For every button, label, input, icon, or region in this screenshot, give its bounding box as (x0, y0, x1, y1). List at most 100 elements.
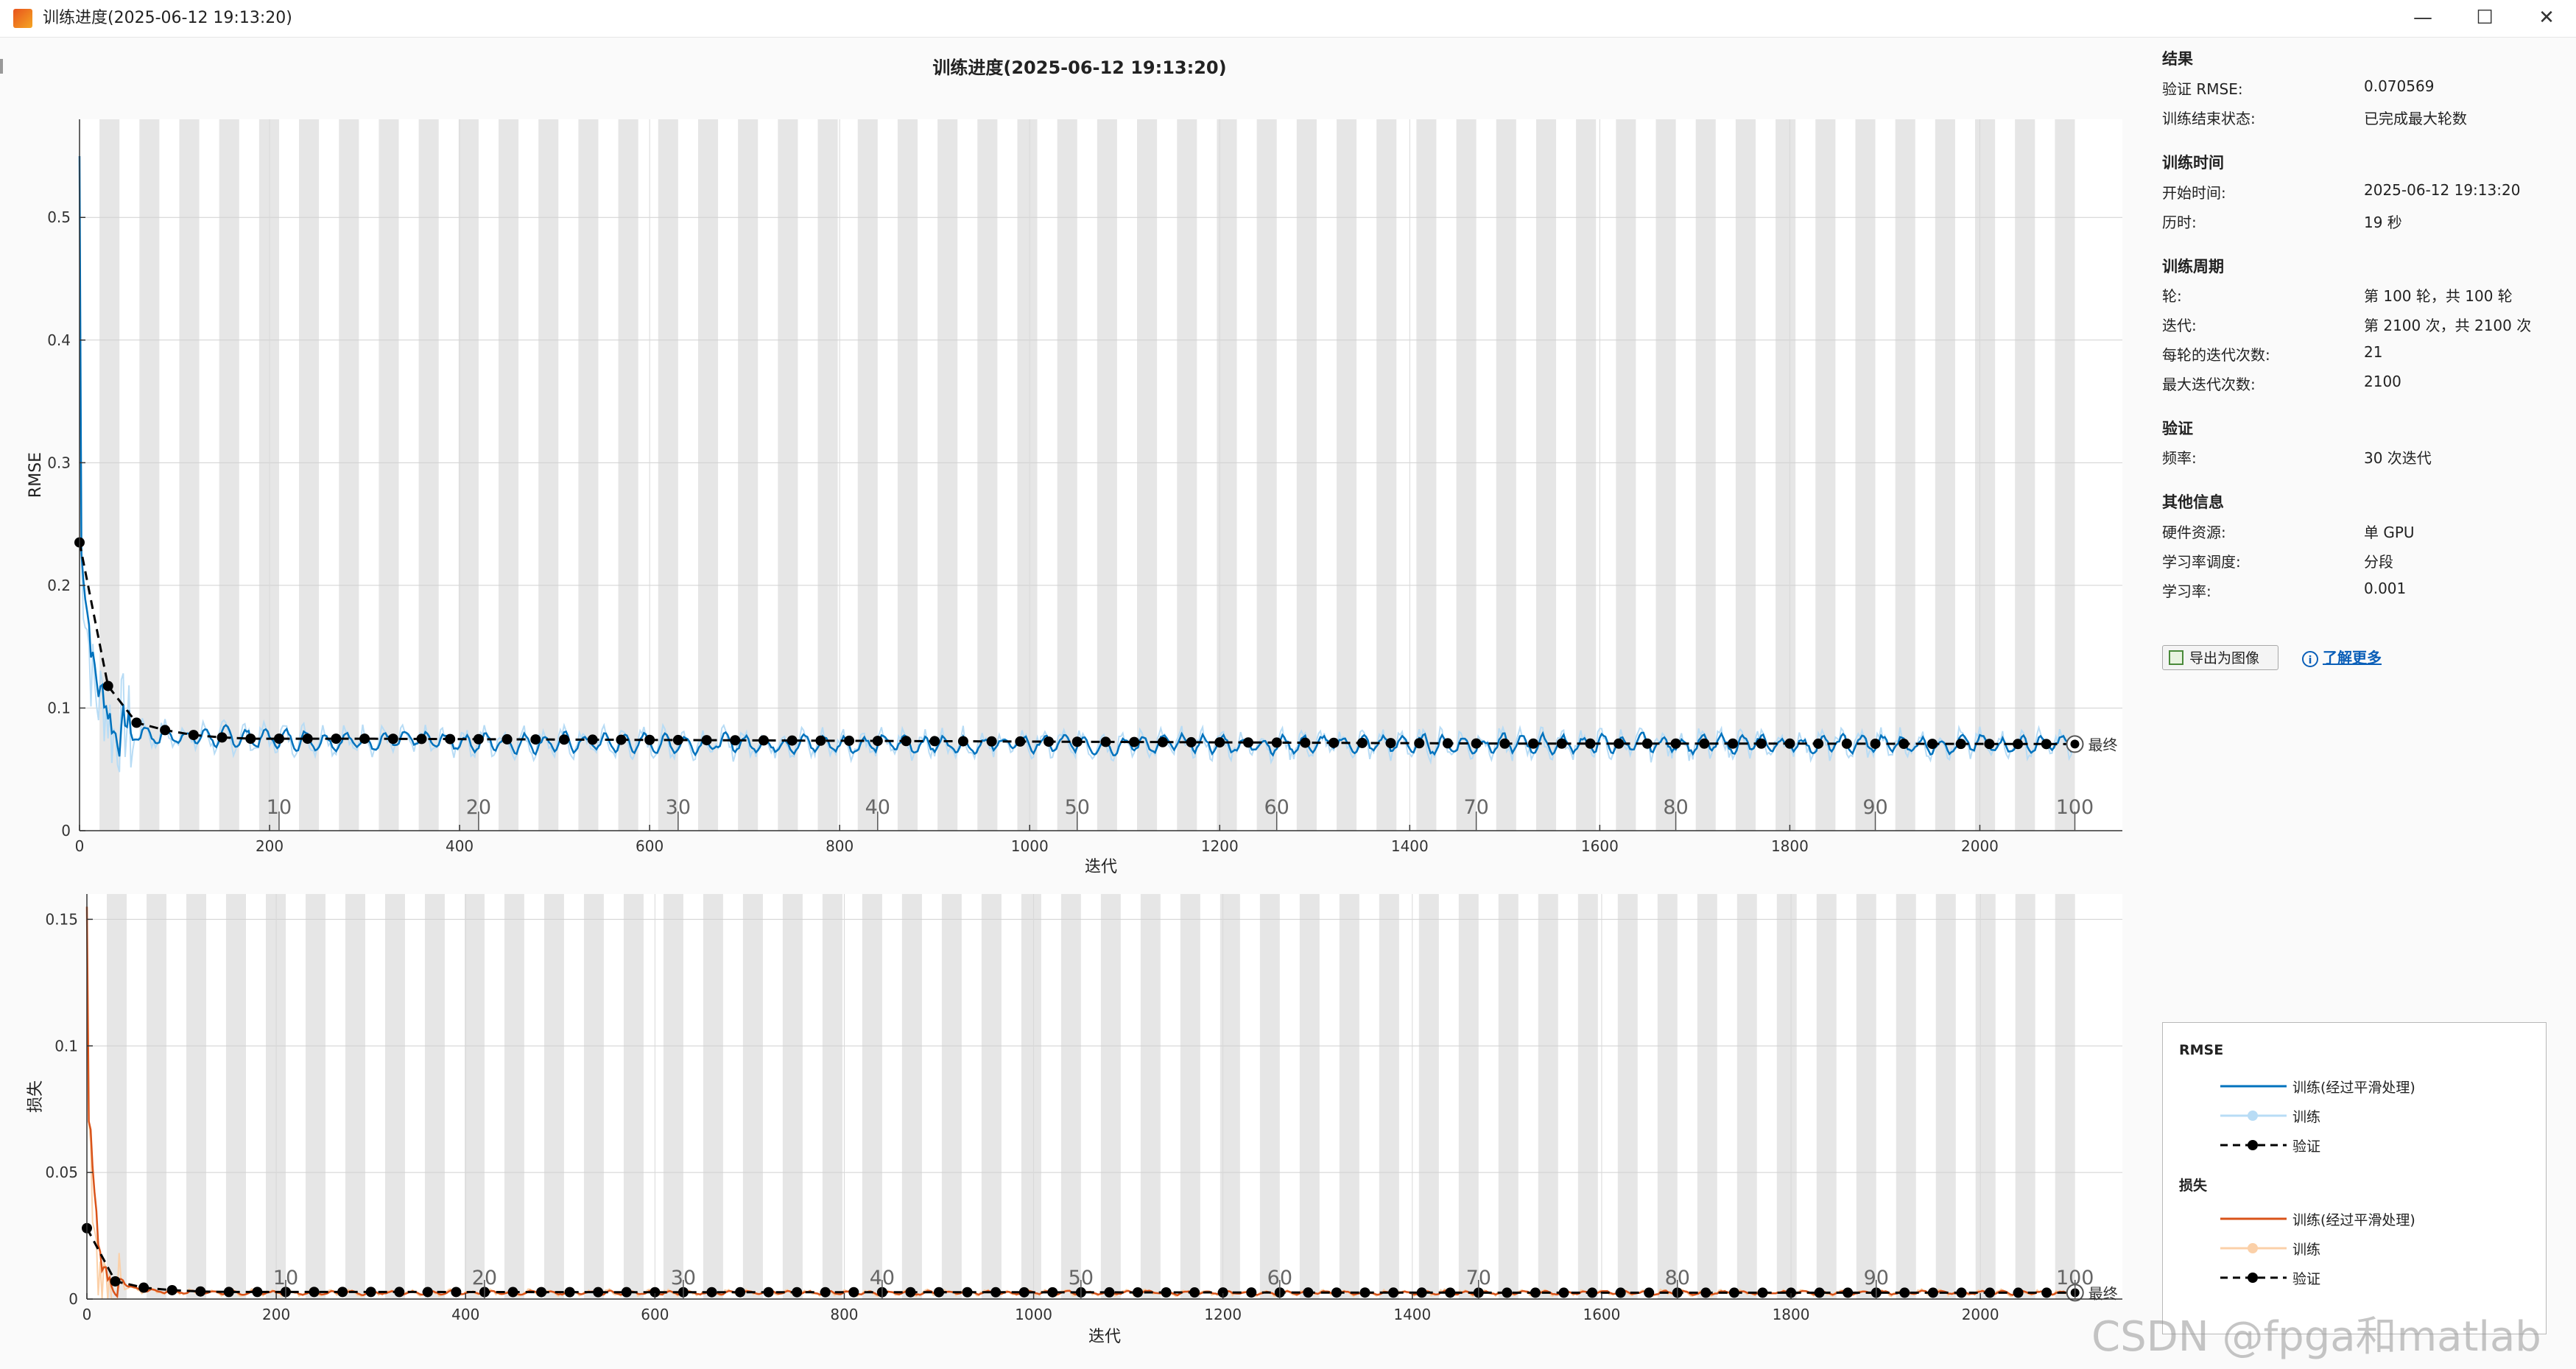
validation-point (1157, 736, 1168, 747)
watermark: CSDN @fpga和matlab (2091, 1313, 2541, 1361)
legend-item: 训练(经过平滑处理) (2219, 1211, 2528, 1228)
validation-point (1756, 738, 1767, 749)
maximize-button[interactable]: ☐ (2476, 7, 2494, 29)
validation-point (1018, 1287, 1030, 1298)
validation-point (536, 1287, 547, 1298)
validation-point (1843, 1287, 1854, 1298)
epoch-band (778, 119, 798, 831)
epoch-band (1379, 894, 1399, 1299)
validation-point (302, 733, 313, 745)
epoch-band (299, 119, 320, 831)
legend-label: 验证 (2292, 1139, 2321, 1155)
validation-point (110, 1275, 121, 1287)
learn-more-link[interactable]: i 了解更多 (2302, 647, 2382, 669)
training-time-title: 训练时间 (2162, 154, 2224, 172)
validation-point (792, 1287, 803, 1298)
legend-label: 训练 (2292, 1109, 2321, 1125)
validation-point (730, 735, 741, 746)
validation-point (962, 1287, 973, 1298)
x-tick-label: 400 (451, 1306, 479, 1323)
legend-item: 训练 (2219, 1241, 2528, 1258)
validation-point (1217, 1287, 1228, 1298)
validation-point (2013, 739, 2024, 750)
plot-title: 训练进度(2025-06-12 19:13:20) (932, 57, 1226, 78)
validation-point (1926, 739, 1938, 750)
epoch-band (1498, 894, 1518, 1299)
epoch-band (1617, 894, 1638, 1299)
epoch-band (1535, 119, 1557, 831)
epoch-band (1100, 894, 1121, 1299)
learning-rate-value: 0.001 (2364, 580, 2407, 597)
validation-point (1442, 738, 1453, 749)
validation-point (223, 1287, 234, 1298)
x-tick-label: 1400 (1393, 1306, 1431, 1323)
epoch-band (703, 894, 723, 1299)
validation-point (1189, 1287, 1200, 1298)
epoch-band (345, 894, 365, 1299)
validation-point (706, 1287, 717, 1298)
epoch-label: 80 (1663, 796, 1688, 819)
validation-point (1615, 1287, 1626, 1298)
validation-point (872, 736, 883, 747)
epoch-band (2015, 119, 2035, 831)
legend: RMSE 训练(经过平滑处理) 训练 验证 损失 训练(经过平滑处理) 训练 验… (2162, 1022, 2547, 1334)
validation-point (1329, 737, 1340, 748)
epoch-band (941, 894, 962, 1299)
info-label: 轮: (2162, 287, 2182, 305)
epoch-band (1416, 119, 1437, 831)
epoch-band (1695, 119, 1716, 831)
x-tick-label: 1800 (1771, 837, 1809, 855)
validation-point (359, 733, 370, 745)
minimize-button[interactable]: — (2413, 7, 2432, 29)
validation-point (701, 735, 712, 746)
legend-swatch-loss-smoothed (2220, 1217, 2287, 1220)
validation-point (1471, 738, 1482, 749)
validation-point (387, 733, 398, 745)
epoch-band (1256, 119, 1277, 831)
epoch-band (1815, 119, 1836, 831)
epoch-band (1657, 894, 1678, 1299)
validation-point (1100, 736, 1111, 747)
validation-point (559, 734, 570, 745)
epoch-band (458, 119, 479, 831)
epoch-label: 10 (267, 796, 292, 819)
info-label: 开始时间: (2162, 184, 2226, 202)
validation-point (587, 734, 598, 745)
validation-point (1841, 738, 1852, 749)
training-progress-plots: 训练进度(2025-06-12 19:13:20) 最终0 200 400 600 80… (27, 57, 2122, 1346)
epoch-band (623, 894, 644, 1299)
validation-point (1784, 738, 1795, 749)
validation-point (1331, 1287, 1342, 1298)
validation-point (1927, 1287, 1938, 1298)
validation-point (1186, 736, 1197, 747)
validation-point (2041, 1287, 2052, 1298)
epoch-band (146, 894, 166, 1299)
x-tick-label: 1200 (1204, 1306, 1242, 1323)
other-info-title: 其他信息 (2162, 493, 2224, 511)
epoch-band (977, 119, 998, 831)
validation-point (593, 1287, 604, 1298)
validation-point (564, 1287, 575, 1298)
epoch-band (1576, 119, 1597, 831)
epoch-band (543, 894, 564, 1299)
close-button[interactable]: ✕ (2538, 7, 2555, 29)
epoch-band (1177, 119, 1197, 831)
info-label: 频率: (2162, 449, 2197, 467)
epoch-band (1655, 119, 1676, 831)
validation-point (445, 733, 456, 745)
validation-point (1956, 1287, 1967, 1298)
iteration-value: 第 2100 次，共 2100 次 (2364, 317, 2532, 334)
epoch-value: 第 100 轮，共 100 轮 (2364, 287, 2513, 305)
validation-point (1757, 1287, 1768, 1298)
validation-point (394, 1287, 405, 1298)
epoch-band (258, 119, 279, 831)
epoch-band (339, 119, 359, 831)
epoch-band (583, 894, 604, 1299)
epoch-band (1975, 119, 1996, 831)
export-image-button[interactable]: 导出为图像 (2162, 645, 2278, 670)
info-label: 学习率: (2162, 583, 2211, 600)
validation-point (1699, 738, 1710, 749)
validation-point (815, 735, 826, 746)
x-tick-label: 600 (636, 837, 664, 855)
epoch-band (1496, 119, 1516, 831)
